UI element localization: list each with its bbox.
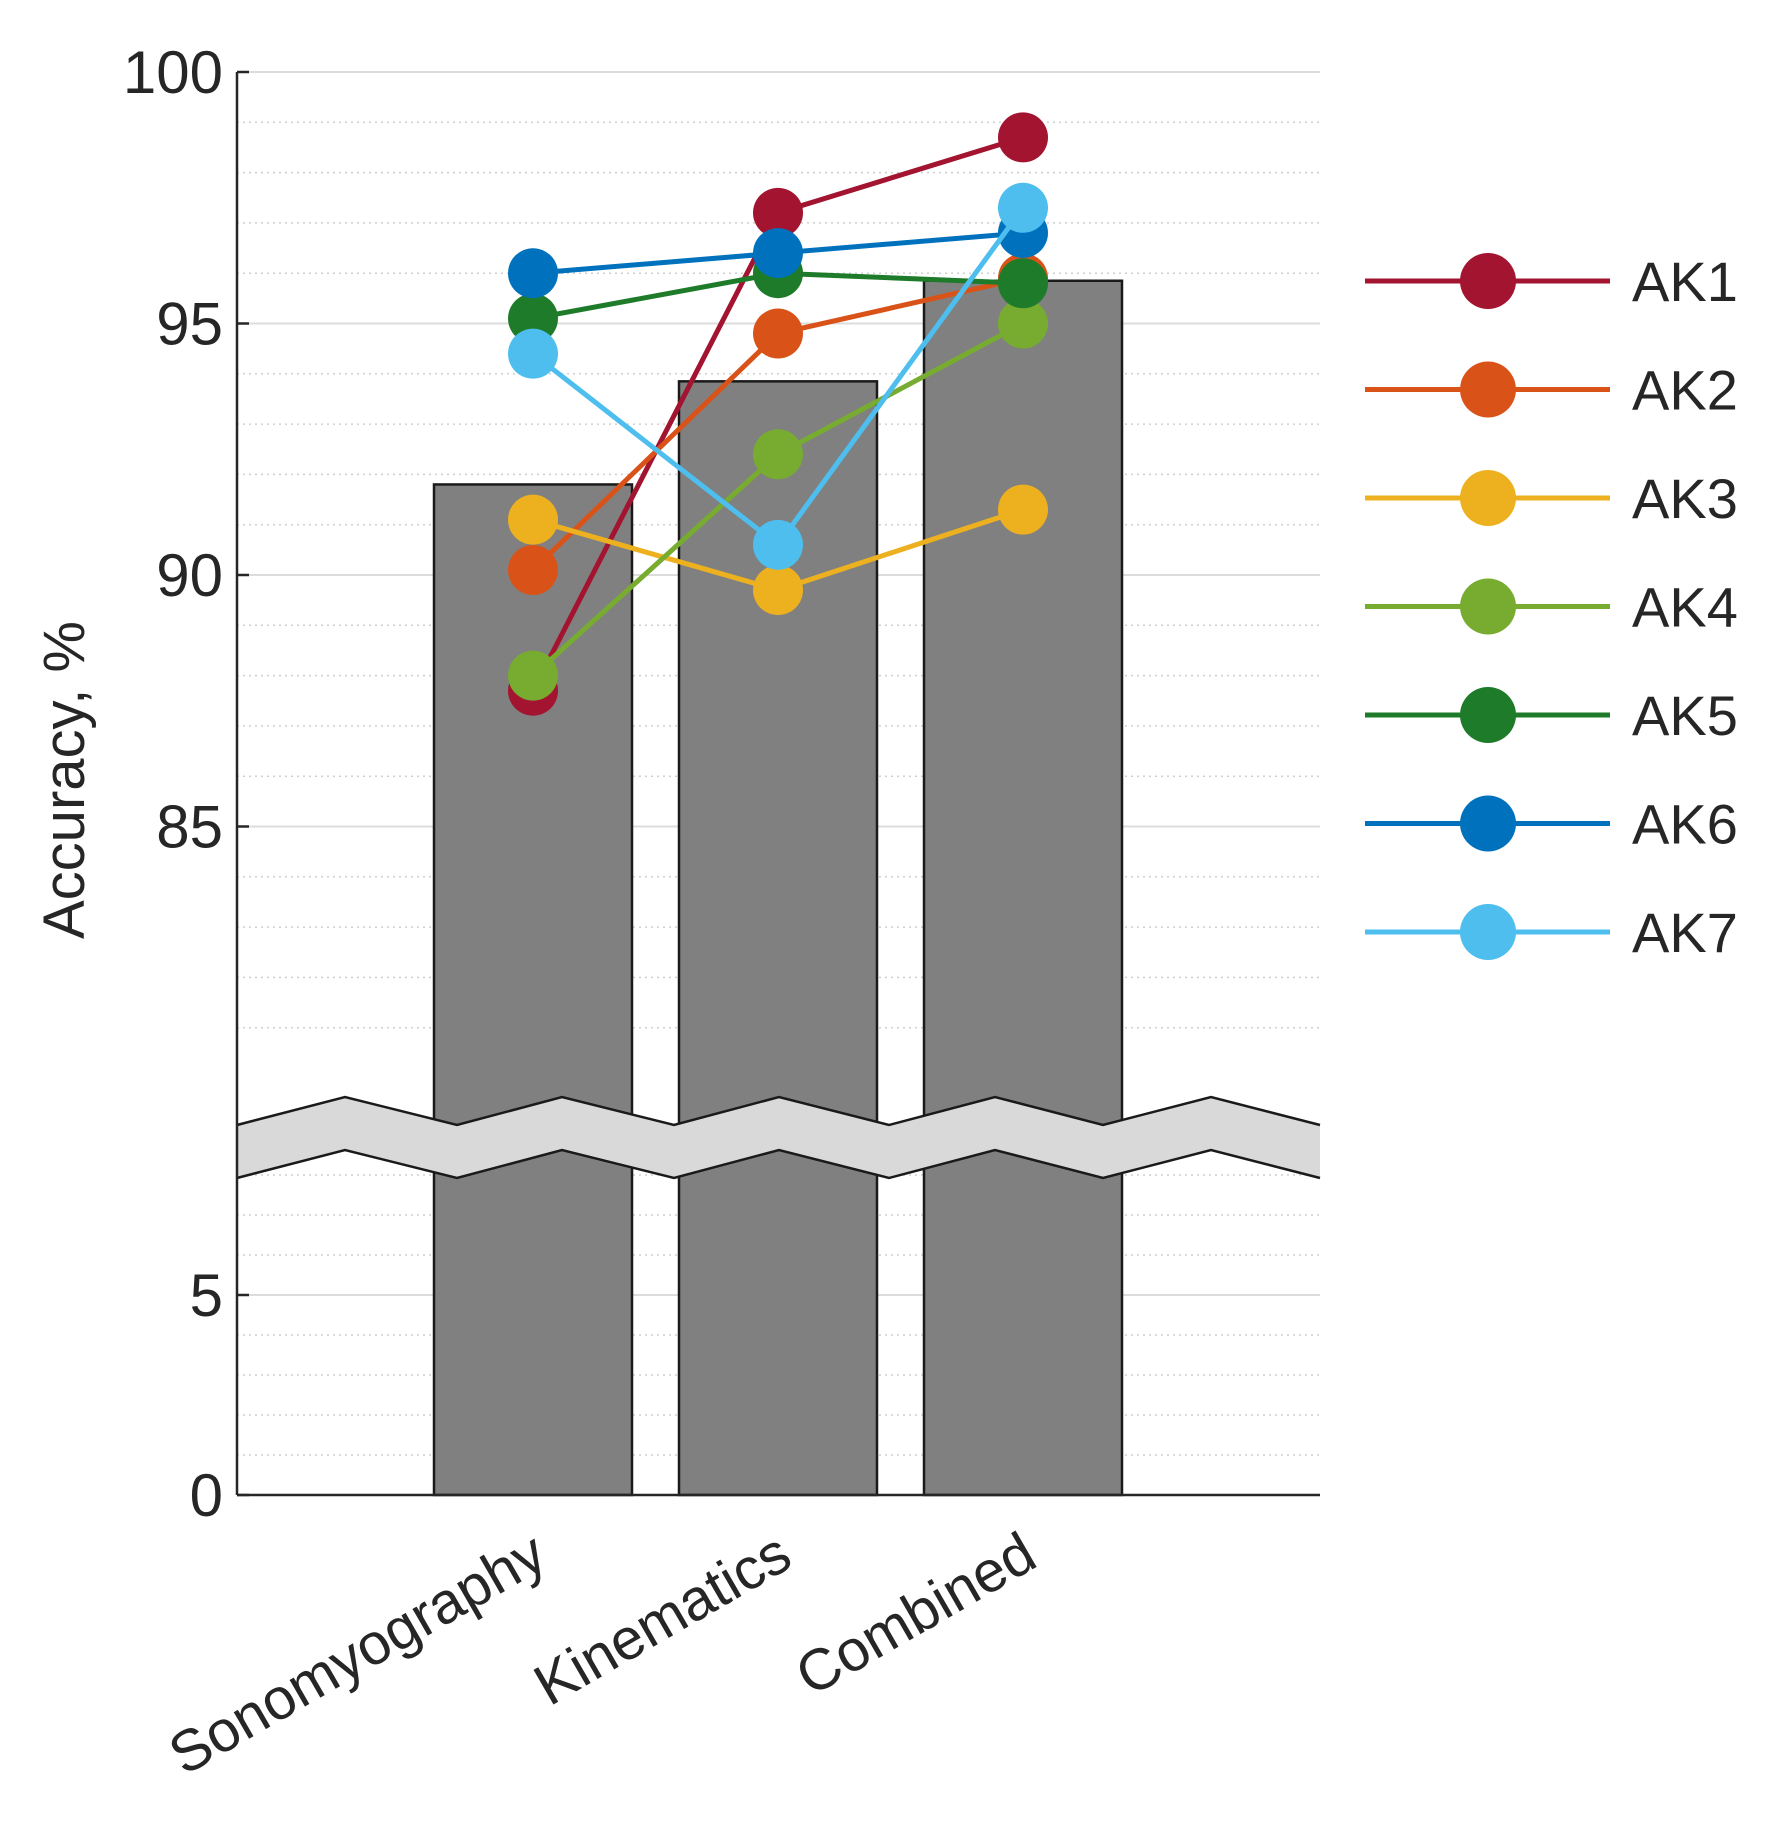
y-tick-label: 5 <box>190 1262 223 1329</box>
y-tick-label: 100 <box>123 39 223 106</box>
legend-label-ak3: AK3 <box>1632 467 1738 530</box>
x-tick-label: Kinematics <box>523 1520 801 1718</box>
legend-label-ak6: AK6 <box>1632 793 1738 856</box>
y-tick-label: 90 <box>156 542 223 609</box>
legend-label-ak4: AK4 <box>1632 576 1738 639</box>
data-point-ak1 <box>753 187 803 238</box>
y-tick-label: 0 <box>190 1462 223 1529</box>
data-point-ak7 <box>753 519 803 570</box>
legend-marker-ak6 <box>1460 795 1516 852</box>
axis-break-band <box>237 1097 1320 1178</box>
legend-marker-ak1 <box>1460 253 1516 309</box>
bar-combined <box>922 279 1124 1497</box>
data-point-ak3 <box>508 494 558 545</box>
data-point-ak6 <box>508 248 558 299</box>
bar-sonomyography <box>432 483 634 1497</box>
data-point-ak2 <box>753 308 803 359</box>
legend: AK1 AK2 AK3 AK4 AK5 AK6 AK7 <box>1365 250 1738 964</box>
data-point-ak4 <box>998 298 1048 349</box>
y-tick-label: 85 <box>156 794 223 861</box>
data-point-ak7 <box>508 328 558 379</box>
legend-label-ak7: AK7 <box>1632 901 1738 964</box>
legend-marker-ak7 <box>1460 904 1516 960</box>
axis-break <box>236 1095 1321 1180</box>
legend-label-ak5: AK5 <box>1632 684 1738 747</box>
y-axis-label: Accuracy, % <box>32 621 97 939</box>
axes: 85 90 95 100 0 5 Accuracy, % SonomyographyKinem… <box>32 39 1320 1787</box>
data-point-ak7 <box>998 182 1048 233</box>
data-point-ak3 <box>753 565 803 616</box>
data-point-ak5 <box>998 258 1048 309</box>
data-point-ak5 <box>508 293 558 344</box>
legend-marker-ak5 <box>1460 687 1516 743</box>
data-point-ak1 <box>998 112 1048 163</box>
series-lines <box>508 112 1048 716</box>
data-point-ak2 <box>508 544 558 595</box>
y-tick-label: 95 <box>156 291 223 358</box>
data-point-ak4 <box>753 429 803 480</box>
data-point-ak4 <box>508 650 558 701</box>
axis-break-upper-edge <box>236 1095 1321 1127</box>
legend-marker-ak3 <box>1460 470 1516 526</box>
data-point-ak3 <box>998 484 1048 535</box>
x-tick-label: Sonomyography <box>158 1520 556 1787</box>
legend-marker-ak4 <box>1460 578 1516 635</box>
legend-label-ak1: AK1 <box>1632 250 1738 313</box>
data-point-ak6 <box>753 228 803 279</box>
legend-marker-ak2 <box>1460 361 1516 418</box>
legend-label-ak2: AK2 <box>1632 359 1738 422</box>
axis-break-lower-edge <box>236 1148 1321 1180</box>
x-tick-label: Combined <box>785 1520 1046 1708</box>
